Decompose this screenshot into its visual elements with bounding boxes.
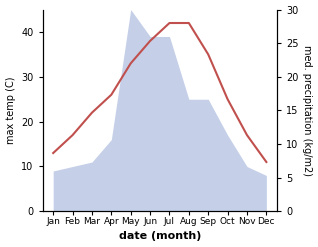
Y-axis label: max temp (C): max temp (C) (5, 77, 16, 144)
Y-axis label: med. precipitation (kg/m2): med. precipitation (kg/m2) (302, 45, 313, 176)
X-axis label: date (month): date (month) (119, 231, 201, 242)
